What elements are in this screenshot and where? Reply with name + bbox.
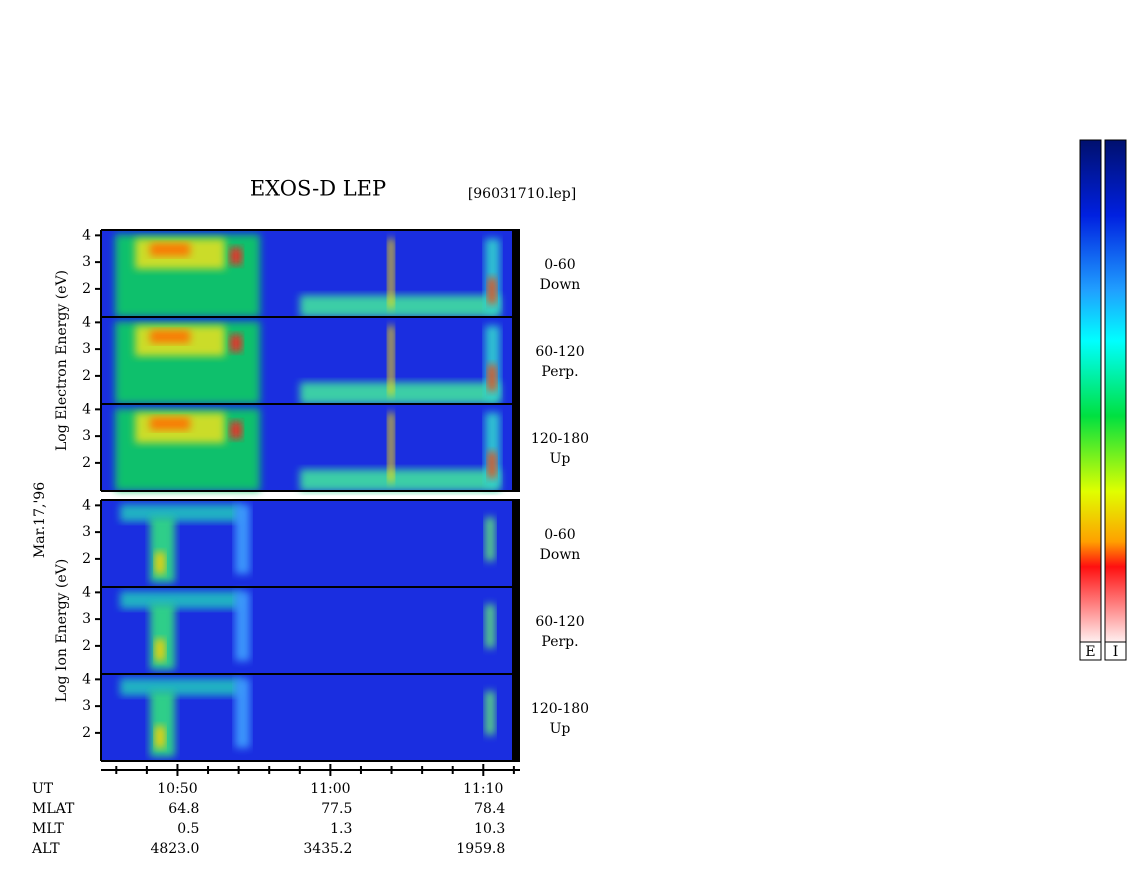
ephemeris-name: MLT (32, 821, 64, 837)
spectrograms (101, 230, 512, 761)
spectrogram-feature (230, 334, 242, 352)
y-tick-label: 3 (82, 341, 91, 357)
y-tick-label: 2 (82, 725, 91, 741)
spectrogram-feature (120, 678, 240, 696)
ephemeris-value: 10.3 (474, 821, 505, 837)
color-bar-label-box (1104, 641, 1127, 661)
data-edge (512, 674, 520, 761)
ephemeris-value: 4823.0 (150, 841, 199, 857)
date-label: Mar.17,'96 (32, 482, 48, 558)
panel-direction: Perp. (541, 634, 578, 650)
x-tick-label: 11:10 (463, 781, 503, 797)
spectrogram-feature (388, 412, 394, 483)
panel-direction: Up (550, 721, 571, 737)
y-tick-label: 4 (82, 584, 91, 600)
ephemeris-value: 1959.8 (456, 841, 505, 857)
spectrogram-feature (488, 364, 496, 391)
y-tick-label: 4 (82, 227, 91, 243)
spectrogram-feature (155, 639, 165, 661)
data-edge (512, 587, 520, 674)
chart-title: EXOS-D LEP (250, 177, 386, 201)
ephemeris-name: ALT (31, 841, 60, 857)
ephemeris-value: 64.8 (168, 801, 199, 817)
ephemeris-name: UT (32, 781, 54, 797)
spectrogram-feature (150, 243, 190, 257)
spectrogram-feature (120, 504, 240, 522)
ephemeris-value: 0.5 (177, 821, 199, 837)
panel-direction: Down (540, 547, 581, 563)
spectrogram-feature (235, 591, 250, 661)
x-tick-label: 10:50 (157, 781, 197, 797)
data-edge (512, 230, 520, 317)
spectrogram-feature (485, 517, 495, 561)
y-tick-label: 3 (82, 428, 91, 444)
y-tick-label: 4 (82, 314, 91, 330)
spectrogram-feature (300, 382, 500, 404)
color-bar (1079, 139, 1102, 643)
spectrogram-feature (388, 325, 394, 396)
spectrogram-feature (155, 552, 165, 574)
panel-direction: Up (550, 451, 571, 467)
ephemeris-name: MLAT (32, 801, 75, 817)
y-tick-label: 4 (82, 401, 91, 417)
spectrogram-feature (388, 238, 394, 309)
y-tick-label: 4 (82, 497, 91, 513)
spectrogram-feature (488, 277, 496, 304)
spectrogram-feature (120, 591, 240, 609)
y-axis-label: Log Ion Energy (eV) (54, 559, 70, 702)
y-tick-label: 2 (82, 455, 91, 471)
ephemeris-value: 78.4 (474, 801, 505, 817)
ephemeris-value: 1.3 (330, 821, 352, 837)
x-tick-label: 11:00 (310, 781, 350, 797)
spectrogram-feature (485, 691, 495, 735)
spectrogram-feature (150, 330, 190, 344)
spectrogram-feature (235, 504, 250, 574)
y-tick-label: 2 (82, 551, 91, 567)
spectrogram-feature (300, 295, 500, 317)
y-tick-label: 2 (82, 638, 91, 654)
spectrogram-feature (300, 469, 500, 491)
color-bar-label: I (1113, 644, 1119, 660)
y-tick-label: 3 (82, 254, 91, 270)
panel-angle: 0-60 (544, 257, 575, 273)
spectrogram-feature (235, 678, 250, 748)
ephemeris-value: 3435.2 (303, 841, 352, 857)
spectrogram-feature (155, 726, 165, 748)
y-tick-label: 3 (82, 698, 91, 714)
color-bar-label-box (1079, 641, 1102, 661)
panel-angle: 0-60 (544, 527, 575, 543)
ephemeris-value: 77.5 (321, 801, 352, 817)
panel-direction: Down (540, 277, 581, 293)
y-axis-label: Log Electron Energy (eV) (54, 270, 70, 451)
y-tick-label: 4 (82, 671, 91, 687)
data-edge (512, 317, 520, 404)
panel-angle: 120-180 (531, 431, 589, 447)
y-tick-label: 2 (82, 281, 91, 297)
y-tick-label: 3 (82, 611, 91, 627)
panel-angle: 60-120 (535, 614, 584, 630)
spectrogram-feature (230, 247, 242, 265)
spectrogram-feature (485, 604, 495, 648)
panel-angle: 120-180 (531, 701, 589, 717)
file-name: [96031710.lep] (468, 186, 576, 202)
panel-direction: Perp. (541, 364, 578, 380)
y-tick-label: 3 (82, 524, 91, 540)
spectrogram-feature (150, 417, 190, 431)
panel-angle: 60-120 (535, 344, 584, 360)
spectrogram-feature (230, 421, 242, 439)
color-bar-label: E (1085, 644, 1095, 660)
data-edge (512, 500, 520, 587)
data-edge (512, 404, 520, 491)
spectrogram-feature (488, 451, 496, 478)
y-tick-label: 2 (82, 368, 91, 384)
color-bar (1104, 139, 1127, 643)
